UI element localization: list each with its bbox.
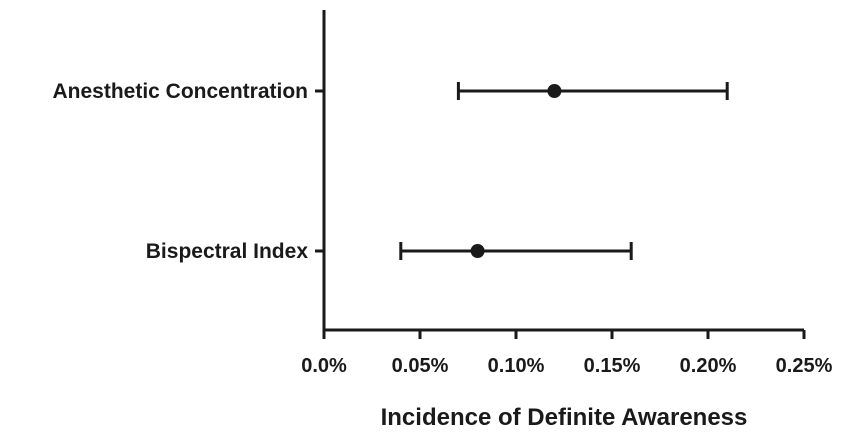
axes [315, 10, 804, 332]
x-tick-label: 0.15% [584, 355, 641, 377]
point-estimate [470, 244, 485, 258]
x-tick-label: 0.10% [488, 355, 545, 377]
category-label: Bispectral Index [146, 240, 309, 263]
category-label: Anesthetic Concentration [52, 80, 308, 103]
point-estimate [547, 84, 562, 98]
x-tick-label: 0.20% [680, 355, 737, 377]
x-ticks: 0.0% 0.05% 0.10% 0.15% 0.20% 0.25% [301, 330, 833, 377]
x-tick-label: 0.05% [392, 355, 449, 377]
x-tick-label: 0.25% [776, 355, 833, 377]
category-labels: Anesthetic Concentration Bispectral Index [52, 80, 308, 263]
x-axis-title: Incidence of Definite Awareness [381, 404, 748, 431]
x-tick-label: 0.0% [301, 355, 347, 377]
data-marks [399, 82, 729, 260]
